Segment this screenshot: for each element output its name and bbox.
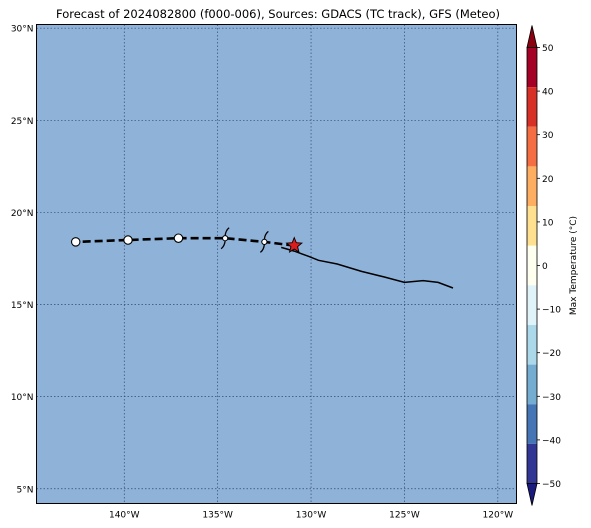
colorbar-segment [527, 206, 537, 246]
gridlines [36, 24, 517, 504]
colorbar-segment [527, 443, 537, 484]
lon-tick-label: 120°W [483, 511, 514, 521]
colorbar-segment [527, 87, 537, 127]
colorbar-segment [527, 285, 537, 325]
colorbar-segment [527, 47, 537, 88]
colorbar-tick-label: 50 [542, 44, 554, 54]
lat-tick-label: 10°N [11, 393, 34, 403]
colorbar-ticks: 50 40 30 20 10 0 −10 −20 −30 −40 −50 [537, 44, 561, 490]
cyclone-track [70, 227, 454, 289]
colorbar-tick-label: −20 [542, 349, 561, 359]
forecast-track-line [75, 236, 295, 247]
colorbar-boxes [526, 25, 538, 506]
colorbar-segment [527, 126, 537, 167]
colorbar-label: Max Temperature (°C) [569, 216, 579, 315]
colorbar-tick-label: 0 [542, 262, 548, 272]
lat-tick-label: 25°N [11, 117, 34, 127]
colorbar-tick-label: −10 [542, 306, 561, 316]
colorbar: 50 40 30 20 10 0 −10 −20 −30 −40 −50 Max Temperatu… [526, 25, 579, 506]
forecast-point-marker [70, 237, 81, 247]
ocean-area [36, 24, 517, 504]
colorbar-extend-bottom [526, 483, 538, 506]
colorbar-tick-label: 30 [542, 131, 554, 141]
colorbar-tick-label: −30 [542, 393, 561, 403]
colorbar-segment [527, 166, 537, 207]
forecast-point-marker [173, 233, 184, 243]
current-position-star [285, 236, 304, 254]
cyclone-icon [220, 227, 230, 250]
colorbar-tick-label: 10 [542, 218, 554, 228]
lon-tick-label: 135°W [202, 511, 233, 521]
cyclone-icon [259, 230, 269, 253]
colorbar-tick-label: −50 [542, 480, 561, 490]
axis-ticks: 140°W 135°W 130°W 125°W 120°W 30°N 25°N 20°N 15°… [11, 25, 513, 521]
map-panel: 140°W 135°W 130°W 125°W 120°W 30°N 25°N 20°N 15°… [11, 24, 517, 521]
map-title: Forecast of 2024082800 (f000-006), Sourc… [56, 7, 500, 21]
forecast-point-marker [123, 235, 133, 245]
map-frame [36, 24, 517, 504]
colorbar-tick-label: 40 [542, 88, 554, 98]
colorbar-tick-label: −40 [542, 436, 561, 446]
colorbar-segment [527, 245, 537, 286]
lat-tick-label: 5°N [17, 485, 34, 495]
lon-tick-label: 140°W [109, 511, 140, 521]
colorbar-segment [527, 404, 537, 444]
lon-tick-label: 125°W [389, 511, 420, 521]
lon-tick-label: 130°W [296, 511, 327, 521]
colorbar-tick-label: 20 [542, 175, 554, 185]
past-track-line [280, 246, 454, 289]
lat-tick-label: 20°N [11, 209, 34, 219]
lat-tick-label: 15°N [11, 301, 34, 311]
colorbar-segment [527, 364, 537, 405]
colorbar-segment [527, 324, 537, 365]
lat-tick-label: 30°N [11, 25, 34, 35]
colorbar-extend-top [526, 25, 538, 48]
